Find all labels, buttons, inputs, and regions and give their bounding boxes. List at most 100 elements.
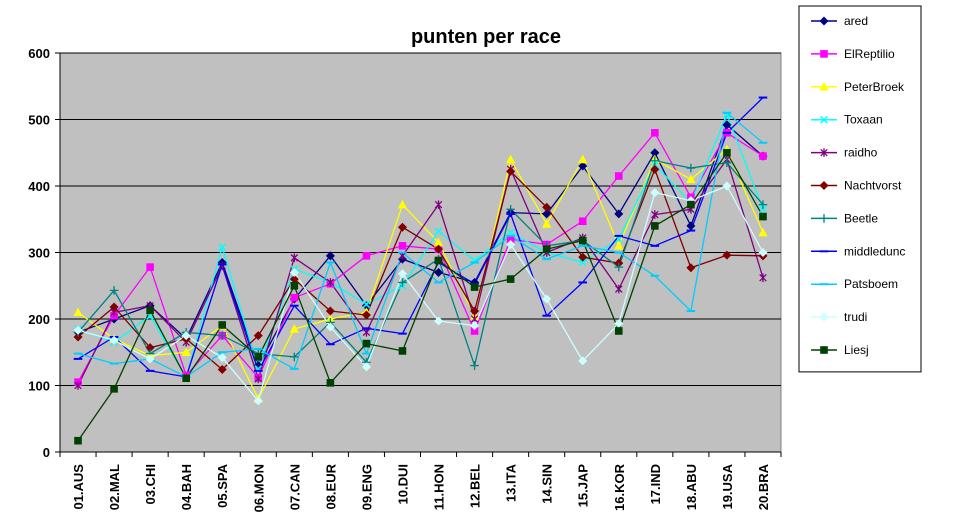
data-point: [820, 346, 828, 354]
x-tick-label: 09.ENG: [359, 464, 374, 510]
data-point: [542, 245, 551, 253]
data-point: [614, 327, 623, 335]
data-point: [217, 365, 227, 375]
series-markers: [73, 96, 768, 445]
x-tick-label: 17.IND: [648, 464, 663, 504]
legend-entry: Beetle: [811, 211, 878, 225]
data-point: [218, 243, 227, 252]
data-point: [722, 181, 732, 191]
legend-label: Toxaan: [844, 113, 883, 127]
legend-label: trudi: [844, 310, 867, 324]
x-tick-label: 20.BRA: [756, 463, 771, 510]
series-line-nachtvorst: [77, 168, 764, 371]
legend-label: ElReptilio: [844, 47, 895, 61]
data-point: [758, 247, 768, 258]
series-line-raidho: [77, 158, 764, 386]
data-point: [686, 163, 696, 173]
data-point: [722, 158, 732, 168]
x-tick-label: 11.HON: [432, 464, 447, 510]
series-line-ared: [77, 124, 764, 367]
data-point: [687, 200, 695, 209]
data-point: [759, 205, 767, 214]
data-point: [434, 256, 443, 265]
data-point: [506, 228, 515, 237]
data-point: [470, 321, 480, 331]
data-point: [759, 212, 767, 221]
data-point: [397, 222, 407, 232]
y-tick-label: 400: [28, 179, 50, 194]
legend-label: PeterBroek: [844, 80, 905, 94]
data-point: [361, 310, 371, 320]
data-point: [506, 240, 516, 250]
legend-entry: Nachtvorst: [811, 179, 902, 193]
data-point: [578, 236, 587, 245]
data-point: [254, 353, 263, 361]
data-point: [326, 379, 335, 387]
data-point: [181, 331, 191, 341]
x-tick-label: 10.DUI: [395, 464, 410, 504]
legend-label: raidho: [844, 146, 878, 160]
data-point: [397, 269, 407, 279]
data-point: [506, 166, 516, 176]
data-point: [723, 148, 731, 157]
y-tick-label: 100: [28, 379, 50, 394]
data-point: [578, 217, 587, 226]
data-point: [325, 322, 335, 332]
data-point: [819, 312, 829, 322]
axes: 0 100 200 300 400 500 600 01.AUS 02.MAL 03.CHI 04.…: [28, 46, 782, 512]
data-point: [325, 306, 335, 316]
data-point: [470, 361, 479, 370]
data-point: [759, 152, 767, 160]
data-point: [218, 321, 227, 329]
data-point: [362, 339, 371, 348]
data-point: [397, 199, 408, 209]
legend: ared ElReptilio PeterBroek Toxaan raidho Nach…: [798, 5, 922, 373]
y-tick-label: 200: [28, 312, 50, 327]
data-point: [819, 16, 829, 26]
data-point: [578, 154, 588, 164]
data-point: [217, 353, 227, 363]
data-point: [614, 209, 624, 219]
data-point: [398, 242, 407, 250]
data-point: [819, 81, 829, 91]
data-point: [434, 316, 444, 326]
data-point: [542, 294, 552, 304]
legend-entry: ElReptilio: [811, 47, 895, 61]
x-tick-label: 16.KOR: [612, 463, 627, 511]
data-point: [434, 244, 444, 254]
data-point: [505, 154, 516, 164]
x-tick-label: 04.BAH: [179, 464, 194, 510]
legend-label: Beetle: [844, 211, 878, 225]
data-point: [254, 374, 263, 384]
data-point: [542, 209, 552, 219]
x-tick-label: 03.CHI: [143, 464, 158, 504]
data-point: [253, 331, 263, 341]
x-tick-label: 14.SIN: [540, 464, 555, 504]
series-lines: [77, 97, 764, 442]
legend-label: Nachtvorst: [844, 179, 902, 193]
data-point: [820, 148, 828, 157]
data-point: [615, 284, 623, 294]
data-point: [290, 253, 299, 263]
legend-entry: Toxaan: [811, 113, 883, 127]
legend-entry: Patsboem: [811, 277, 898, 291]
data-point: [109, 302, 119, 312]
data-point: [362, 328, 371, 337]
series-line-peterbroek: [77, 148, 764, 400]
data-point: [651, 210, 659, 219]
data-point: [73, 332, 83, 342]
chart-title: punten per race: [411, 26, 561, 48]
x-tick-label: 05.SPA: [215, 463, 230, 507]
x-tick-label: 12.BEL: [468, 464, 483, 508]
data-point: [145, 354, 155, 364]
data-point: [820, 115, 828, 124]
data-point: [542, 219, 552, 228]
data-point: [326, 278, 335, 287]
data-point: [578, 356, 588, 366]
x-tick-label: 01.AUS: [71, 464, 86, 510]
data-point: [253, 396, 263, 406]
data-point: [722, 250, 732, 260]
x-tick-label: 19.USA: [720, 463, 735, 509]
data-point: [74, 381, 82, 390]
data-point: [73, 307, 83, 317]
